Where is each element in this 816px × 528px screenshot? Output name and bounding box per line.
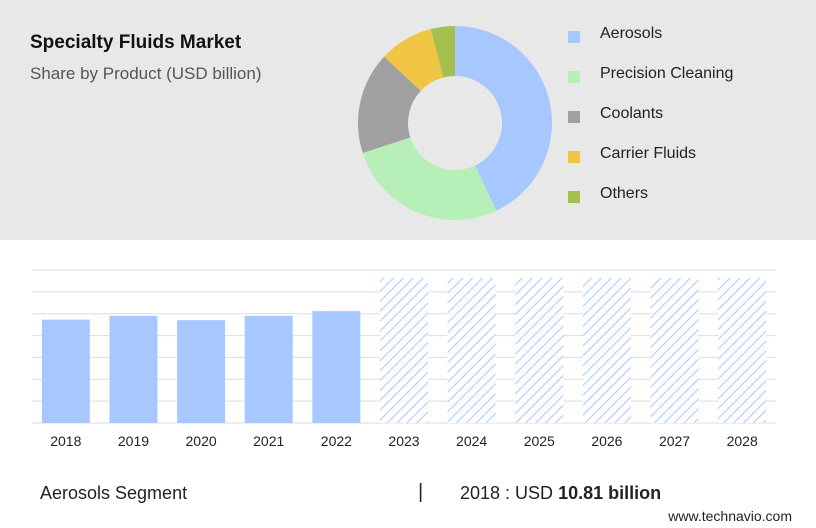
footer-value-amount: 10.81 billion — [558, 483, 662, 503]
legend-label: Aerosols — [600, 25, 663, 42]
legend-label: Precision Cleaning — [600, 65, 734, 82]
legend-swatch — [568, 71, 580, 83]
x-tick-label-2019: 2019 — [118, 433, 149, 449]
forecast-bar-2026 — [582, 278, 631, 423]
legend-swatch — [568, 151, 580, 163]
footer-segment-label: Aerosols Segment — [40, 483, 188, 503]
forecast-bar-2028 — [718, 278, 767, 423]
x-tick-label-2024: 2024 — [456, 433, 487, 449]
forecast-bar-2024 — [447, 278, 496, 423]
chart-subtitle: Share by Product (USD billion) — [30, 64, 262, 83]
x-tick-label-2021: 2021 — [253, 433, 284, 449]
donut-slice-precision-cleaning — [362, 137, 497, 220]
bar-2022 — [312, 311, 361, 423]
legend-swatch — [568, 31, 580, 43]
footer-value-prefix: 2018 : USD — [460, 483, 554, 503]
footer-website: www.technavio.com — [668, 508, 792, 524]
x-tick-label-2022: 2022 — [321, 433, 352, 449]
x-tick-label-2027: 2027 — [659, 433, 690, 449]
forecast-bar-2027 — [650, 278, 699, 423]
legend-label: Others — [600, 185, 649, 202]
donut-chart — [358, 26, 552, 220]
x-tick-label-2026: 2026 — [591, 433, 622, 449]
legend-label: Carrier Fluids — [600, 145, 697, 162]
x-tick-label-2020: 2020 — [186, 433, 217, 449]
x-tick-label-2028: 2028 — [727, 433, 758, 449]
bar-2020 — [177, 320, 226, 423]
legend-label: Coolants — [600, 105, 664, 122]
legend-swatch — [568, 111, 580, 123]
donut-slice-aerosols — [455, 26, 552, 211]
donut-slice-coolants — [358, 56, 421, 153]
chart-title: Specialty Fluids Market — [30, 32, 242, 53]
forecast-bar-2025 — [515, 278, 564, 423]
footer-value: 2018 : USD 10.81 billion — [460, 483, 661, 504]
bar-2018 — [41, 319, 90, 423]
bar-2019 — [109, 315, 158, 423]
footer-separator: | — [418, 481, 424, 503]
bar-2021 — [244, 315, 293, 423]
legend-swatch — [568, 191, 580, 203]
bar-chart: 2018 2019 2020 2021 2022 2023 2024 2025 2026 2027… — [32, 269, 776, 449]
x-tick-label-2018: 2018 — [50, 433, 81, 449]
donut-slice-carrier-fluids — [384, 29, 444, 91]
donut-slice-others — [430, 26, 455, 78]
x-tick-label-2025: 2025 — [524, 433, 555, 449]
forecast-bar-2023 — [380, 278, 428, 423]
x-tick-label-2023: 2023 — [388, 433, 419, 449]
